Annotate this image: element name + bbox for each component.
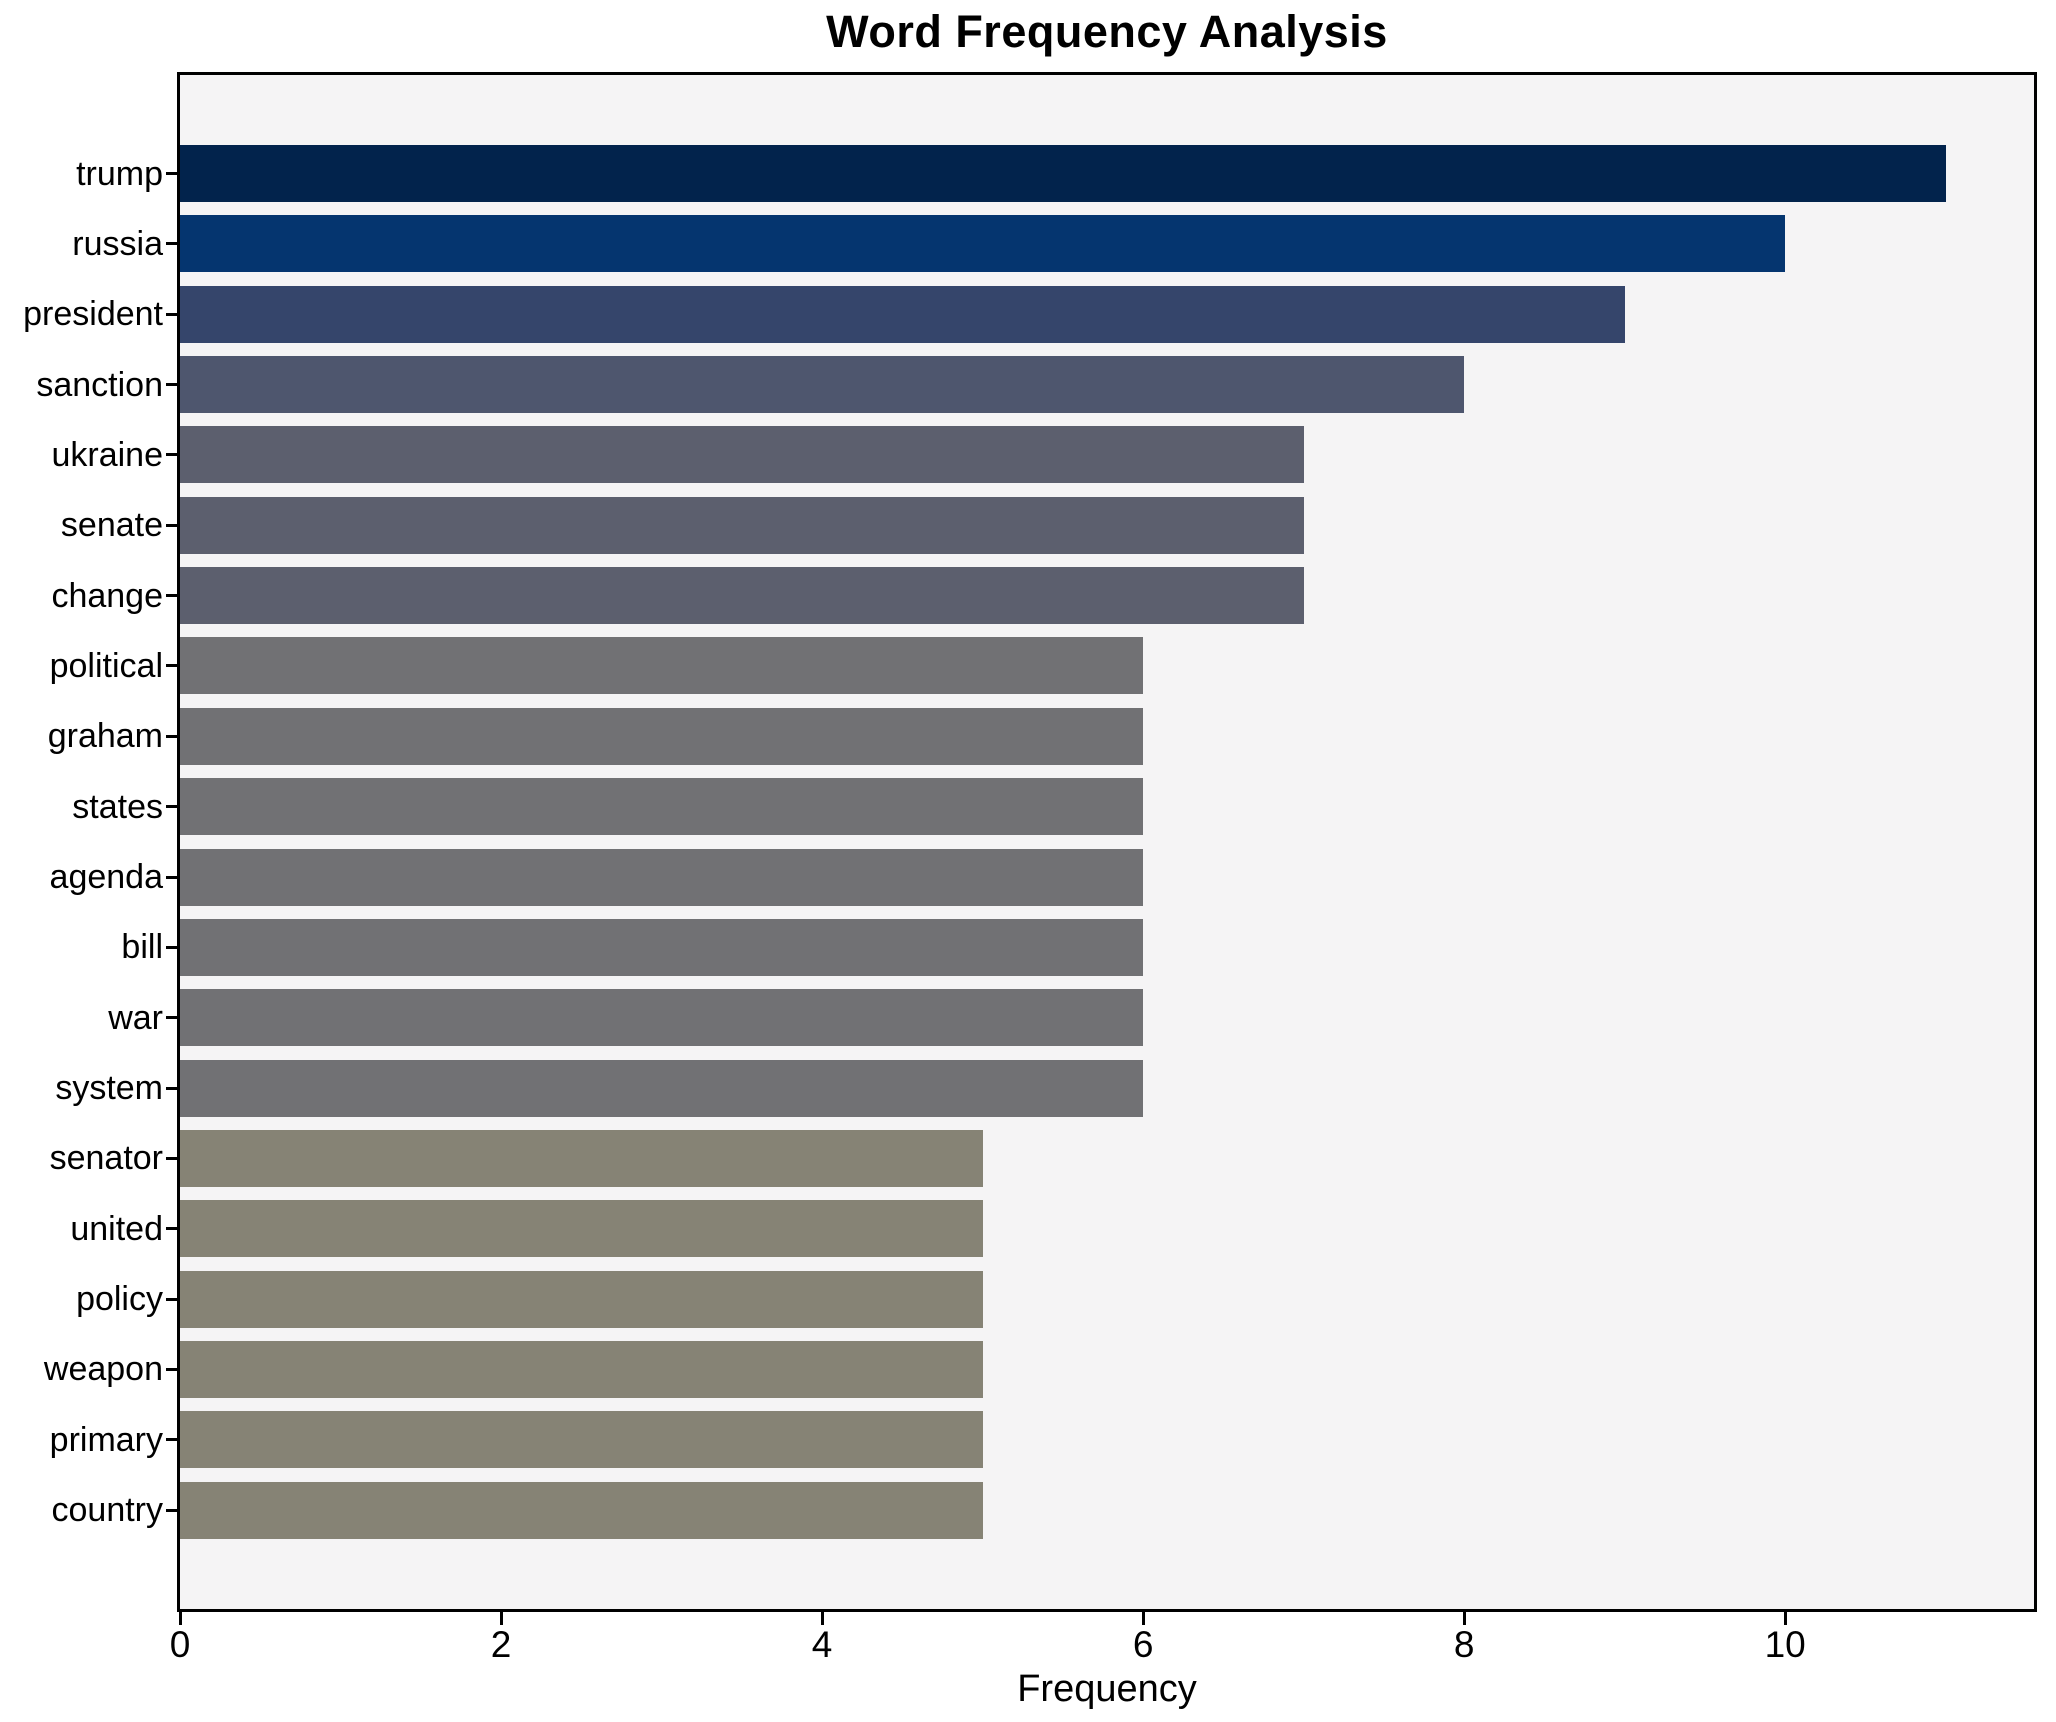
bar-country: [180, 1481, 983, 1539]
y-tick-label-political: political: [49, 646, 163, 685]
y-tick-mark: [166, 734, 177, 738]
x-tick-mark: [820, 1612, 824, 1625]
x-tick-mark: [1783, 1612, 1787, 1625]
y-tick-label-country: country: [51, 1491, 164, 1530]
y-tick-mark: [166, 242, 177, 246]
y-tick-label-system: system: [55, 1069, 163, 1108]
bar-sanction: [180, 356, 1465, 414]
plot-area: [177, 72, 2037, 1612]
bar-senator: [180, 1129, 983, 1187]
y-tick-mark: [166, 172, 177, 175]
y-tick-label-weapon: weapon: [43, 1350, 163, 1389]
y-tick-mark: [166, 1227, 177, 1231]
y-tick-mark: [166, 1438, 177, 1442]
y-tick-label-ukraine: ukraine: [51, 435, 163, 474]
y-tick-mark: [166, 1156, 177, 1160]
bar-president: [180, 285, 1625, 343]
bar-war: [180, 989, 1144, 1047]
y-tick-label-senate: senate: [60, 506, 163, 545]
y-tick-mark: [166, 664, 177, 668]
y-tick-mark: [166, 875, 177, 879]
y-tick-mark: [166, 1297, 177, 1301]
x-tick-mark: [1462, 1612, 1466, 1625]
y-tick-label-russia: russia: [72, 224, 163, 263]
y-tick-label-bill: bill: [121, 928, 163, 967]
bar-weapon: [180, 1340, 983, 1398]
y-tick-mark: [166, 383, 177, 387]
bar-trump: [180, 145, 1946, 202]
x-tick-mark: [499, 1612, 503, 1625]
bar-united: [180, 1200, 983, 1258]
x-tick-label-2: 2: [490, 1624, 512, 1665]
x-tick-label-10: 10: [1764, 1624, 1806, 1665]
y-tick-mark: [166, 523, 177, 527]
y-tick-label-senator: senator: [49, 1139, 163, 1178]
bar-change: [180, 567, 1304, 625]
bar-bill: [180, 918, 1144, 976]
y-tick-mark: [166, 1508, 177, 1512]
y-tick-label-sanction: sanction: [36, 365, 163, 404]
x-tick-label-4: 4: [811, 1624, 833, 1665]
y-tick-mark: [166, 805, 177, 809]
y-tick-mark: [166, 1086, 177, 1090]
y-tick-label-trump: trump: [76, 154, 163, 193]
bar-ukraine: [180, 426, 1304, 484]
x-tick-label-0: 0: [169, 1624, 191, 1665]
y-tick-label-policy: policy: [76, 1280, 163, 1319]
y-tick-label-president: president: [23, 295, 163, 334]
y-tick-mark: [166, 312, 177, 316]
bar-agenda: [180, 848, 1144, 906]
y-tick-mark: [166, 1367, 177, 1371]
bar-states: [180, 778, 1144, 836]
bar-policy: [180, 1270, 983, 1328]
bar-senate: [180, 496, 1304, 554]
y-tick-label-primary: primary: [49, 1420, 163, 1459]
y-tick-label-agenda: agenda: [49, 858, 163, 896]
y-tick-label-war: war: [108, 998, 163, 1037]
y-tick-label-states: states: [72, 787, 163, 826]
y-tick-mark: [166, 1016, 177, 1020]
y-tick-mark: [166, 594, 177, 598]
bar-graham: [180, 707, 1144, 765]
x-tick-mark: [178, 1612, 182, 1625]
x-tick-label-8: 8: [1453, 1624, 1475, 1665]
y-tick-label-united: united: [70, 1209, 163, 1248]
chart-title: Word Frequency Analysis: [826, 6, 1388, 57]
x-tick-mark: [1141, 1612, 1145, 1625]
x-axis-label: Frequency: [1017, 1668, 1197, 1710]
bar-russia: [180, 215, 1786, 273]
y-tick-mark: [166, 945, 177, 949]
y-tick-label-graham: graham: [47, 717, 163, 756]
bar-system: [180, 1059, 1144, 1117]
x-tick-label-6: 6: [1132, 1624, 1154, 1665]
y-tick-mark: [166, 453, 177, 457]
bar-political: [180, 637, 1144, 695]
y-tick-label-change: change: [51, 576, 163, 615]
bar-primary: [180, 1411, 983, 1469]
